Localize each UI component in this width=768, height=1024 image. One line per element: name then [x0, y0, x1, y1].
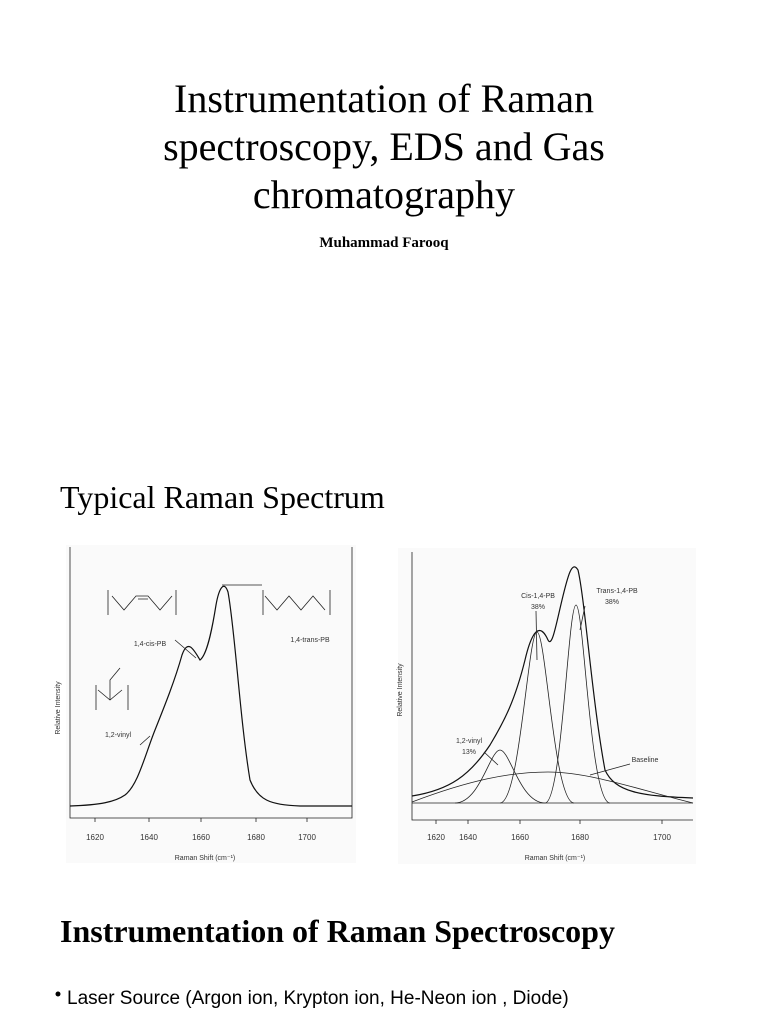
y-label: Relative Intensity	[397, 663, 404, 717]
envelope	[411, 566, 694, 799]
section-heading: Instrumentation of Raman Spectroscopy	[60, 913, 615, 949]
frame	[411, 552, 693, 821]
tick-label: 1640	[140, 833, 158, 842]
annotation: Cis-1,4-PB	[521, 593, 555, 600]
figure-bg	[66, 545, 356, 863]
author: Muhammad Farooq	[319, 235, 449, 251]
annotation: 13%	[462, 749, 476, 756]
figure-bg	[398, 548, 696, 864]
y-label: Relative Intensity	[55, 681, 62, 735]
annotation: 1,2-vinyl	[456, 738, 483, 745]
x-label: Raman Shift (cm⁻¹)	[175, 855, 235, 862]
annotation: 1,4-trans-PB	[290, 637, 330, 644]
x-label: Raman Shift (cm⁻¹)	[525, 855, 585, 862]
title-line: Instrumentation of Raman	[174, 76, 594, 121]
title-line: spectroscopy, EDS and Gas	[163, 124, 605, 169]
frame	[69, 547, 353, 819]
tick-label: 1660	[511, 833, 529, 842]
structures	[95, 584, 331, 746]
annotation: 38%	[605, 599, 619, 606]
tick-label: 1640	[459, 833, 477, 842]
tick-label: 1680	[247, 833, 265, 842]
annotation: Baseline	[632, 757, 659, 764]
tick-label: 1700	[298, 833, 316, 842]
title-line: chromatography	[253, 172, 515, 217]
spectrum	[69, 585, 352, 807]
components	[411, 604, 694, 804]
tick-label: 1680	[571, 833, 589, 842]
annotation: Trans-1,4-PB	[596, 588, 638, 595]
section-heading: Typical Raman Spectrum	[60, 479, 385, 515]
bullet	[55, 991, 61, 997]
figure: 1620 1640 1660 1680 1700 Raman Shift (cm…	[55, 545, 356, 863]
annotation: 1,4-cis-PB	[134, 641, 167, 648]
ticks	[94, 818, 308, 822]
annotation: 1,2-vinyl	[105, 732, 132, 739]
tick-label: 1620	[427, 833, 445, 842]
bullet-text: Laser Source (Argon ion, Krypton ion, He…	[67, 988, 569, 1009]
annotation: 38%	[531, 604, 545, 611]
tick-label: 1660	[192, 833, 210, 842]
tick-label: 1620	[86, 833, 104, 842]
figure: 1620 1640 1660 1680 1700 Raman Shift (cm…	[397, 548, 696, 864]
ticks	[435, 820, 663, 824]
tick-label: 1700	[653, 833, 671, 842]
